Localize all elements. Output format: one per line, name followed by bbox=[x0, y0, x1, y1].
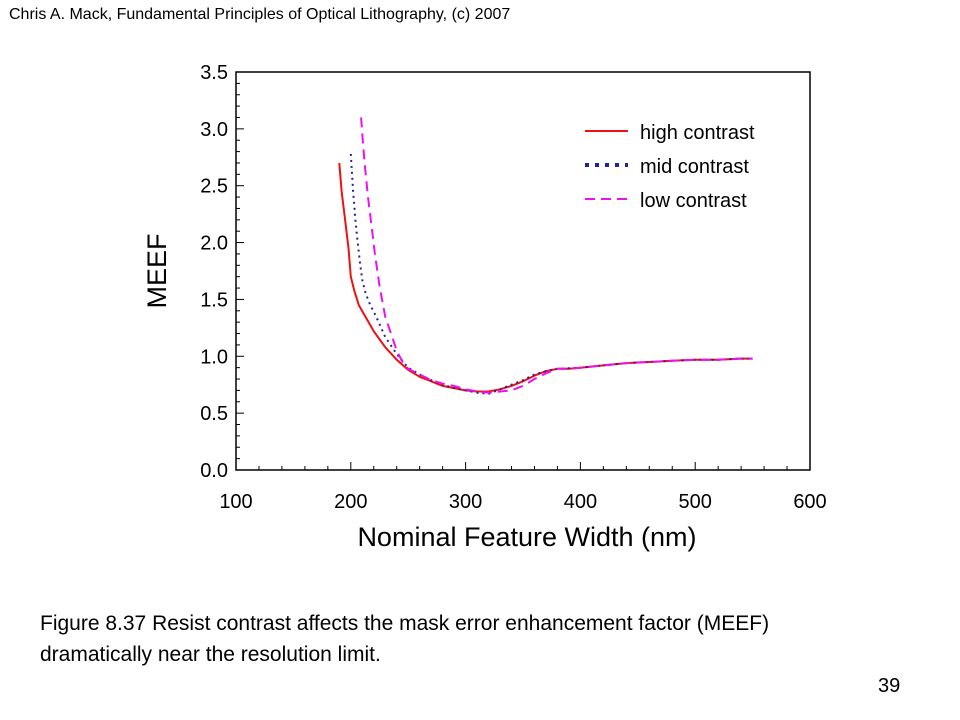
x-tick-label: 200 bbox=[334, 491, 367, 513]
y-tick-label: 0.5 bbox=[200, 403, 228, 425]
x-tick-label: 300 bbox=[449, 491, 482, 513]
y-tick-label: 3.5 bbox=[200, 62, 228, 84]
x-tick-label: 100 bbox=[219, 491, 252, 513]
x-axis-title: Nominal Feature Width (nm) bbox=[357, 522, 696, 552]
legend-label: mid contrast bbox=[640, 156, 749, 178]
y-axis: 0.0 0.5 1.0 1.5 2.0 2.5 3.0 3.5 bbox=[200, 62, 244, 482]
legend-label: low contrast bbox=[640, 190, 747, 212]
legend: high contrast mid contrast low contrast bbox=[585, 122, 755, 212]
caption-line-1: Figure 8.37 Resist contrast affects the … bbox=[40, 612, 770, 635]
page-number: 39 bbox=[878, 675, 901, 697]
series-layer bbox=[338, 117, 753, 395]
caption-line-2: dramatically near the resolution limit. bbox=[40, 643, 381, 666]
citation-header: Chris A. Mack, Fundamental Principles of… bbox=[9, 6, 511, 23]
figure-caption: Figure 8.37 Resist contrast affects the … bbox=[40, 608, 930, 670]
y-tick-label: 3.0 bbox=[200, 119, 228, 141]
series-line-mid-contrast bbox=[349, 153, 753, 395]
plot-frame bbox=[235, 71, 811, 471]
y-tick-label: 1.0 bbox=[200, 346, 228, 368]
y-tick-label: 2.0 bbox=[200, 233, 228, 255]
y-tick-label: 0.0 bbox=[200, 460, 228, 482]
x-tick-label: 400 bbox=[564, 491, 597, 513]
x-axis: 100 200 300 400 500 600 bbox=[219, 462, 827, 513]
y-tick-label: 2.5 bbox=[200, 176, 228, 198]
x-tick-label: 600 bbox=[793, 491, 826, 513]
legend-label: high contrast bbox=[640, 122, 755, 144]
x-tick-label: 500 bbox=[679, 491, 712, 513]
y-tick-label: 1.5 bbox=[200, 289, 228, 311]
meef-line-chart: 0.0 0.5 1.0 1.5 2.0 2.5 3.0 3.5 100 200 300 400 500… bbox=[142, 62, 827, 552]
y-axis-title: MEEF bbox=[142, 233, 172, 308]
